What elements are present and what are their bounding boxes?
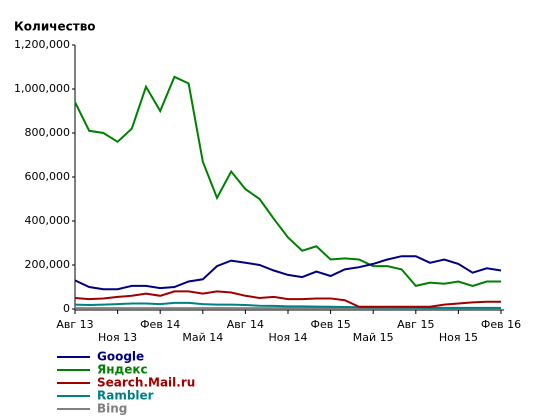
x-tick-label: Фев 15 xyxy=(310,318,350,331)
legend-label: Bing xyxy=(97,402,127,416)
x-tick-label: Май 15 xyxy=(353,331,394,344)
y-tick-label: 1,000,000 xyxy=(14,82,70,95)
y-tick-label: 200,000 xyxy=(25,258,71,271)
y-tick-label: 600,000 xyxy=(25,170,71,183)
x-tick-label: Авг 13 xyxy=(56,318,93,331)
x-tick-label: Фев 14 xyxy=(140,318,180,331)
x-tick-label: Авг 14 xyxy=(227,318,264,331)
y-tick-label: 400,000 xyxy=(25,214,71,227)
chart-title: Количество xyxy=(14,20,96,34)
series-line xyxy=(74,255,502,291)
x-tick-label: Май 14 xyxy=(182,331,223,344)
y-tick-label: 0 xyxy=(63,302,70,315)
legend-label: Google xyxy=(97,350,144,364)
x-tick-label: Фев 16 xyxy=(481,318,521,331)
legend-label: Search.Mail.ru xyxy=(97,376,195,390)
series-line xyxy=(74,301,501,309)
series-line xyxy=(74,290,501,308)
x-tick-label: Ноя 14 xyxy=(268,331,307,344)
y-tick-label: 800,000 xyxy=(25,126,71,139)
series-line xyxy=(74,75,501,288)
x-tick-label: Авг 15 xyxy=(397,318,434,331)
legend-label: Rambler xyxy=(97,389,154,403)
x-tick-label: Ноя 13 xyxy=(98,331,137,344)
legend-label: Яндекс xyxy=(97,363,148,377)
y-tick-label: 1,200,000 xyxy=(14,38,70,51)
x-tick-label: Ноя 15 xyxy=(439,331,478,344)
